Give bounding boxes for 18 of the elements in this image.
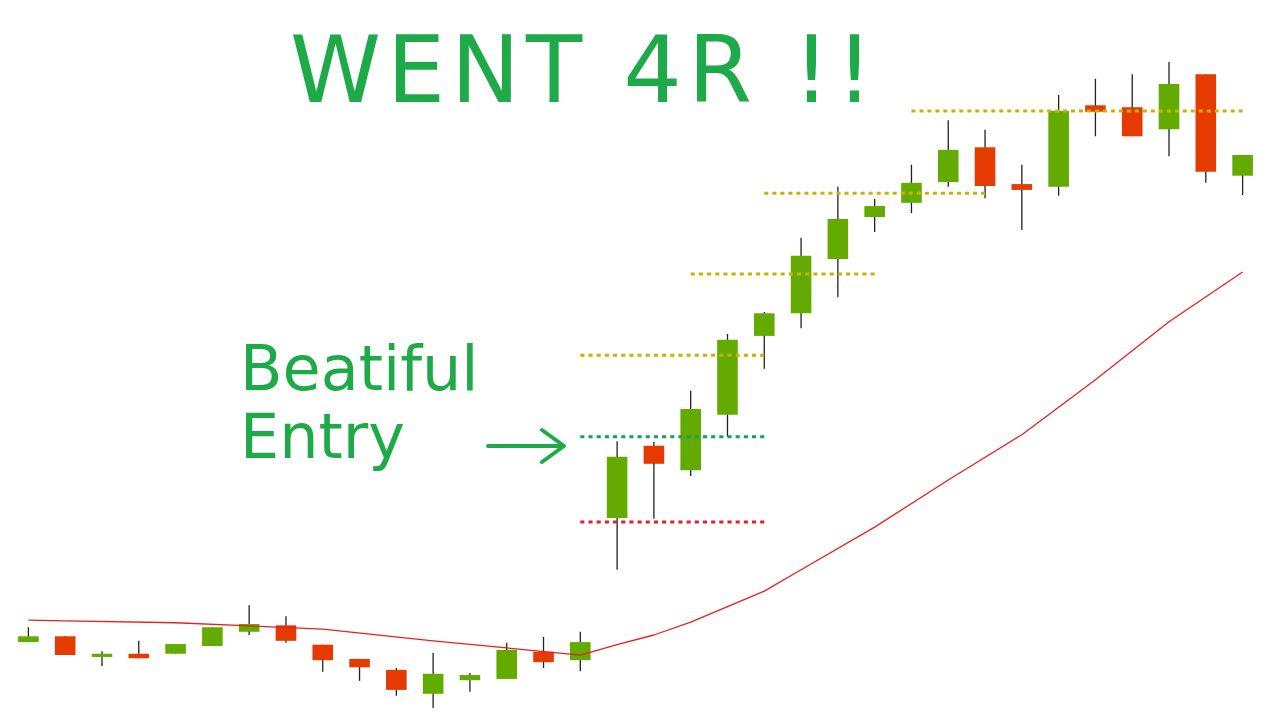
candlestick <box>1232 154 1253 196</box>
candlestick <box>386 667 407 697</box>
annotation: WENT 4R !! <box>290 17 879 124</box>
candlestick <box>275 615 297 644</box>
candlestick <box>753 311 775 370</box>
candlestick <box>570 631 591 672</box>
candlestick <box>422 652 444 709</box>
annotation: Beatiful Entry <box>240 332 480 474</box>
candlestick <box>533 636 554 669</box>
candlestick <box>643 441 665 520</box>
candlestick <box>1085 78 1106 137</box>
candlestick <box>91 650 113 667</box>
candlestick <box>202 626 223 647</box>
candlestick <box>901 164 922 214</box>
candlestick <box>459 672 481 693</box>
candlestick <box>864 198 885 233</box>
candlestick <box>1011 164 1033 231</box>
candlestick <box>312 644 334 673</box>
